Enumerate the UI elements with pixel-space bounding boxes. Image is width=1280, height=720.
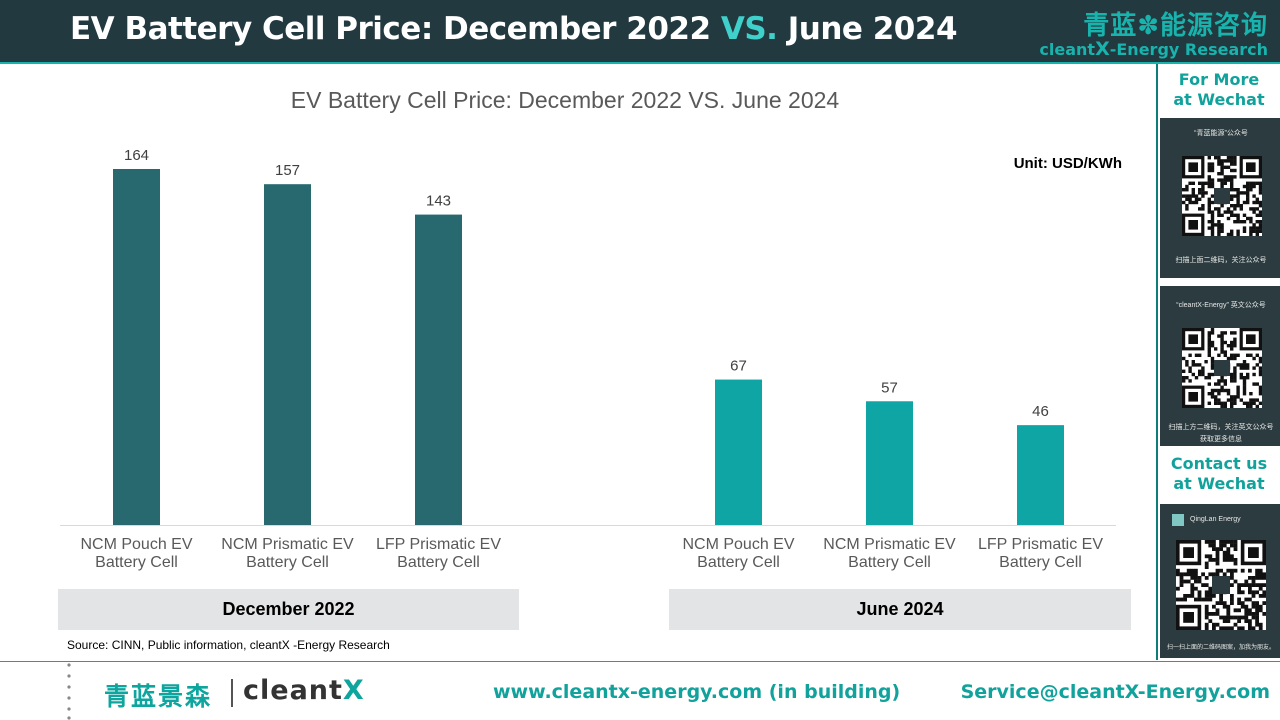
category-label-0-1: NCM Prismatic EV Battery Cell — [221, 536, 354, 571]
wechat-side-panel: For More at Wechat “青蓝能源”公众号 扫描上面二维码，关注公… — [1156, 64, 1280, 660]
title-part-1: EV Battery Cell Price: December 2022 — [70, 11, 721, 47]
data-label-0-1: 157 — [275, 162, 300, 179]
email-link[interactable]: Service@cleantX-Energy.com — [960, 681, 1270, 703]
chart-title: EV Battery Cell Price: December 2022 VS.… — [290, 87, 840, 113]
qr-card-contact: QingLan Energy 扫一扫上面的二维码图案，加我为朋友。 — [1160, 504, 1280, 658]
bar-1-0 — [715, 379, 762, 525]
qr-card-cleantx: “cleantX-Energy” 英文公众号 扫描上方二维码，关注英文公众号 获… — [1160, 286, 1280, 446]
qr-code-contact[interactable] — [1176, 540, 1266, 630]
contact-heading: Contact us at Wechat — [1158, 454, 1280, 494]
title-vs: VS. — [720, 11, 778, 47]
qr-card-qinglan: “青蓝能源”公众号 扫描上面二维码，关注公众号 — [1160, 118, 1280, 278]
qr-code-qinglan[interactable] — [1182, 156, 1262, 236]
brand-en-x: X — [1095, 38, 1110, 60]
footer-divider — [0, 661, 1280, 662]
title-part-2: June 2024 — [777, 11, 958, 47]
brand-en-b: -Energy Research — [1109, 40, 1268, 59]
qr-caption-3: QingLan Energy — [1190, 516, 1241, 523]
qr-footer-3: 扫一扫上面的二维码图案，加我为朋友。 — [1166, 645, 1275, 651]
footer-dots-decoration — [67, 663, 71, 720]
qr-caption-1: “青蓝能源”公众号 — [1194, 130, 1248, 137]
brand-en-logo: cleantX-Energy Research — [1039, 38, 1268, 60]
for-more-heading: For More at Wechat — [1158, 70, 1280, 110]
category-label-1-0: NCM Pouch EV Battery Cell — [682, 536, 794, 571]
brand-en-a: cleant — [1039, 40, 1096, 59]
data-label-1-0: 67 — [730, 358, 747, 375]
qr-caption-2: “cleantX-Energy” 英文公众号 — [1176, 302, 1266, 309]
bar-0-0 — [113, 169, 160, 525]
group-label-december-2022: December 2022 — [58, 589, 519, 630]
unit-label: Unit: USD/KWh — [1013, 155, 1122, 172]
data-label-0-0: 164 — [124, 147, 149, 164]
qr-footer-1: 扫描上面二维码，关注公众号 — [1175, 257, 1267, 264]
contact-line-2: at Wechat — [1173, 474, 1265, 493]
source-note: Source: CINN, Public information, cleant… — [67, 638, 390, 652]
category-label-0-0: NCM Pouch EV Battery Cell — [80, 536, 192, 571]
bar-chart: 164 NCM Pouch EV Battery Cell 157 NCM Prisma… — [60, 147, 1116, 571]
contact-avatar — [1172, 514, 1184, 526]
qr-code-cleantx[interactable] — [1182, 328, 1262, 408]
data-label-1-2: 46 — [1032, 403, 1049, 420]
footer-logo-separator — [231, 679, 233, 707]
header-divider — [0, 62, 1280, 64]
footer-logo-cn: 青蓝景森 — [104, 682, 213, 711]
bar-1-2 — [1017, 425, 1064, 525]
group-label-june-2024: June 2024 — [669, 589, 1131, 630]
footer-bar: 青蓝景森 cleantX www.cleantx-energy.com (in … — [0, 662, 1280, 720]
bar-1-1 — [866, 401, 913, 525]
website-link[interactable]: www.cleantx-energy.com (in building) — [493, 681, 901, 703]
footer-logo-en: cleantX — [243, 675, 365, 706]
for-more-line-1: For More — [1178, 70, 1260, 89]
qr-footer-2a: 扫描上方二维码，关注英文公众号 — [1168, 424, 1274, 431]
brand-cn-logo: 青蓝✽能源咨询 — [1083, 11, 1268, 41]
footer-logo-en-x: X — [342, 675, 365, 706]
data-label-0-2: 143 — [426, 193, 451, 210]
footer-logo-en-a: cleant — [243, 675, 343, 706]
for-more-line-2: at Wechat — [1173, 90, 1265, 109]
category-label-1-2: LFP Prismatic EV Battery Cell — [978, 536, 1103, 571]
data-label-1-1: 57 — [881, 379, 898, 396]
contact-line-1: Contact us — [1170, 454, 1268, 473]
bar-0-1 — [264, 184, 311, 525]
category-label-0-2: LFP Prismatic EV Battery Cell — [376, 536, 501, 571]
header-bar: EV Battery Cell Price: December 2022 VS.… — [0, 0, 1280, 62]
bar-0-2 — [415, 214, 462, 525]
page-title: EV Battery Cell Price: December 2022 VS.… — [70, 11, 958, 47]
qr-footer-2b: 获取更多信息 — [1200, 436, 1242, 443]
category-label-1-1: NCM Prismatic EV Battery Cell — [823, 536, 956, 571]
